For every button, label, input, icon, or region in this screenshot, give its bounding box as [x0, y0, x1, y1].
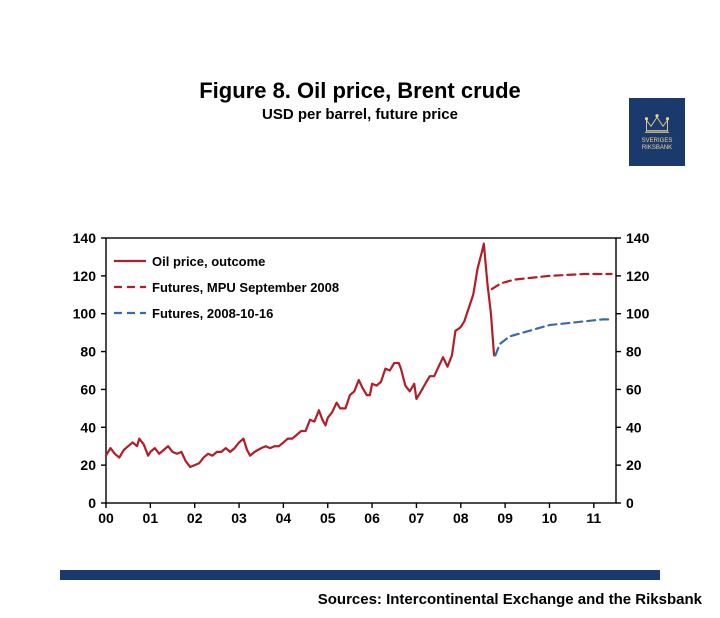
svg-text:40: 40 [626, 419, 642, 435]
legend: Oil price, outcome Futures, MPU Septembe… [114, 248, 339, 326]
svg-text:120: 120 [626, 268, 650, 284]
svg-text:60: 60 [80, 381, 96, 397]
svg-text:120: 120 [73, 268, 97, 284]
legend-item-oct: Futures, 2008-10-16 [114, 300, 339, 326]
legend-label: Futures, 2008-10-16 [152, 306, 273, 321]
svg-text:20: 20 [626, 457, 642, 473]
legend-item-outcome: Oil price, outcome [114, 248, 339, 274]
legend-swatch-oct [114, 306, 146, 320]
svg-text:06: 06 [364, 510, 380, 526]
svg-text:100: 100 [73, 306, 97, 322]
bottom-bar [60, 570, 660, 580]
svg-text:40: 40 [80, 419, 96, 435]
logo-text: SVERIGES RIKSBANK [642, 138, 673, 151]
svg-text:03: 03 [231, 510, 247, 526]
svg-text:20: 20 [80, 457, 96, 473]
legend-swatch-mpu [114, 280, 146, 294]
svg-text:140: 140 [73, 230, 97, 246]
legend-item-mpu: Futures, MPU September 2008 [114, 274, 339, 300]
riksbank-logo: SVERIGES RIKSBANK [629, 98, 685, 166]
svg-text:100: 100 [626, 306, 650, 322]
svg-text:60: 60 [626, 381, 642, 397]
svg-text:140: 140 [626, 230, 650, 246]
svg-text:09: 09 [497, 510, 513, 526]
svg-text:0: 0 [626, 495, 634, 511]
svg-text:08: 08 [453, 510, 469, 526]
crown-icon [642, 112, 672, 136]
svg-text:01: 01 [143, 510, 159, 526]
svg-text:80: 80 [626, 344, 642, 360]
svg-text:07: 07 [409, 510, 425, 526]
svg-text:02: 02 [187, 510, 203, 526]
svg-text:11: 11 [586, 510, 601, 526]
svg-text:0: 0 [88, 495, 96, 511]
svg-text:80: 80 [80, 344, 96, 360]
legend-label: Futures, MPU September 2008 [152, 280, 339, 295]
svg-text:00: 00 [98, 510, 114, 526]
svg-text:04: 04 [276, 510, 292, 526]
legend-label: Oil price, outcome [152, 254, 265, 269]
figure-subtitle: USD per barrel, future price [0, 106, 720, 123]
svg-text:10: 10 [542, 510, 558, 526]
legend-swatch-outcome [114, 254, 146, 268]
source-text: Sources: Intercontinental Exchange and t… [318, 591, 702, 608]
svg-text:05: 05 [320, 510, 336, 526]
figure-title: Figure 8. Oil price, Brent crude [0, 78, 720, 104]
